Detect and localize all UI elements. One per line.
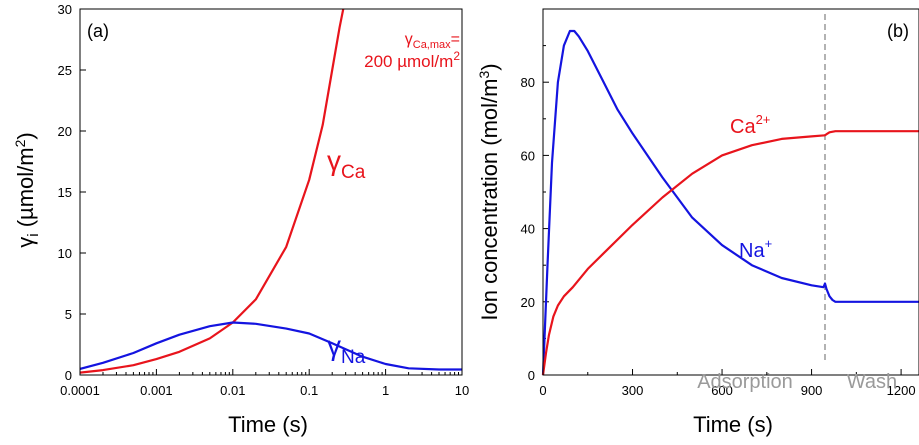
- chart-b-lines: [541, 29, 919, 376]
- chart-b-y-tick-label: 80: [521, 75, 535, 90]
- chart-b-series-label-na: Na+: [739, 236, 772, 262]
- chart-a-ca-max-equals: =: [451, 31, 460, 48]
- chart-b-y-axis-label: Ion concentration (mol/m3): [476, 63, 502, 320]
- chart-b-series-label-na-sup: +: [765, 236, 773, 251]
- chart-b-phase-adsorption: Adsorption: [697, 371, 793, 393]
- chart-b-series-label-na-base: Na: [739, 240, 765, 262]
- chart-b-series-label-ca-base: Ca: [730, 116, 756, 138]
- chart-a-series-label-na-sub: Na: [341, 347, 366, 368]
- chart-a-x-tick-label: 0.01: [220, 383, 245, 398]
- chart-b-x-tick-label: 900: [801, 383, 823, 398]
- chart-b-y-tick-label: 60: [521, 148, 535, 163]
- chart-a-y-tick-label: 10: [58, 246, 72, 261]
- chart-a-x-tick-label: 0.001: [140, 383, 173, 398]
- chart-a-ca-max-annotation-line1: γCa,max=: [405, 31, 460, 51]
- chart-a-y-axis-unit-close: ): [13, 132, 38, 139]
- chart-a-ca-max-symbol-sub: Ca,max: [413, 39, 451, 51]
- chart-b: 0 300 600 900 1200 0 20 40 60 80 (b) Time (s) Ion…: [476, 8, 919, 437]
- chart-a-y-tick-label: 20: [58, 124, 72, 139]
- chart-b-series-label-ca: Ca2+: [730, 112, 770, 138]
- chart-b-line-na: [541, 29, 919, 376]
- chart-a-plot-area: [79, 8, 463, 376]
- chart-a-x-axis-label: Time (s): [228, 412, 308, 437]
- chart-a-series-label-ca-symbol: γ: [327, 145, 341, 176]
- chart-a-y-axis-symbol-sub: i: [25, 233, 42, 236]
- chart-a-series-label-ca-sub: Ca: [341, 162, 366, 183]
- chart-b-plot-area: [542, 8, 919, 376]
- chart-a-y-tick-label: 25: [58, 63, 72, 78]
- chart-b-x-axis-label: Time (s): [693, 412, 773, 437]
- chart-a-ca-max-value-sup: 2: [453, 49, 460, 63]
- chart-a-ca-max-symbol: γ: [405, 31, 413, 48]
- chart-b-x-tick-label: 1200: [887, 383, 916, 398]
- chart-a: 0.0001 0.001 0.01 0.1 1 10 0 5 10 15 20 25 30 (a) Ti…: [12, 2, 470, 437]
- chart-a-y-axis-label: γi (µmol/m2): [12, 132, 42, 247]
- chart-a-y-tick-label: 30: [58, 2, 72, 17]
- chart-b-y-tick-label: 20: [521, 295, 535, 310]
- chart-a-panel-label: (a): [87, 21, 109, 41]
- chart-a-ticks: 0.0001 0.001 0.01 0.1 1 10 0 5 10 15 20 25 30: [58, 2, 470, 398]
- chart-a-series-label-ca: γCa: [327, 145, 366, 183]
- chart-a-y-axis-symbol: γ: [13, 237, 38, 248]
- chart-a-x-tick-label: 10: [455, 383, 469, 398]
- chart-a-x-tick-label: 0.0001: [60, 383, 100, 398]
- chart-a-series-label-na-symbol: γ: [327, 330, 341, 361]
- chart-b-panel-label: (b): [887, 21, 909, 41]
- chart-b-y-tick-label: 40: [521, 222, 535, 237]
- chart-b-y-tick-label: 0: [528, 368, 535, 383]
- chart-b-line-ca: [541, 130, 919, 376]
- chart-a-line-na: [80, 321, 462, 371]
- chart-a-x-tick-label: 0.1: [300, 383, 318, 398]
- chart-a-ca-max-value: 200 µmol/m: [364, 52, 453, 71]
- chart-b-y-axis-label-sup: 3: [476, 71, 492, 79]
- chart-a-y-tick-label: 5: [65, 307, 72, 322]
- chart-a-lines: [80, 9, 462, 374]
- chart-b-ticks: 0 300 600 900 1200 0 20 40 60 80: [521, 45, 916, 398]
- chart-b-y-axis-label-close: ): [477, 63, 502, 70]
- chart-b-y-axis-label-text: Ion concentration (mol/m: [477, 79, 502, 321]
- chart-b-series-label-ca-sup: 2+: [756, 112, 771, 127]
- chart-b-x-tick-label: 0: [539, 383, 546, 398]
- chart-a-line-ca: [80, 9, 345, 374]
- chart-a-series-label-na: γNa: [327, 330, 366, 368]
- chart-a-x-tick-label: 1: [382, 383, 389, 398]
- chart-b-x-tick-label: 600: [711, 383, 733, 398]
- chart-a-y-tick-label: 0: [65, 368, 72, 383]
- chart-a-y-tick-label: 15: [58, 185, 72, 200]
- chart-a-ca-max-annotation-line2: 200 µmol/m2: [364, 49, 460, 71]
- chart-b-phase-wash: Wash: [847, 371, 897, 393]
- chart-b-x-tick-label: 300: [622, 383, 644, 398]
- chart-a-y-axis-unit-sup: 2: [12, 139, 28, 147]
- chart-a-y-axis-unit: (µmol/m: [13, 147, 38, 233]
